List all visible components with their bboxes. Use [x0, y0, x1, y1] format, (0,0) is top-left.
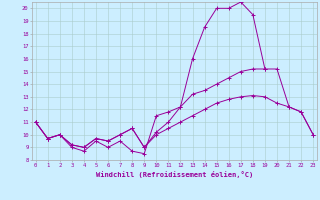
X-axis label: Windchill (Refroidissement éolien,°C): Windchill (Refroidissement éolien,°C)	[96, 171, 253, 178]
